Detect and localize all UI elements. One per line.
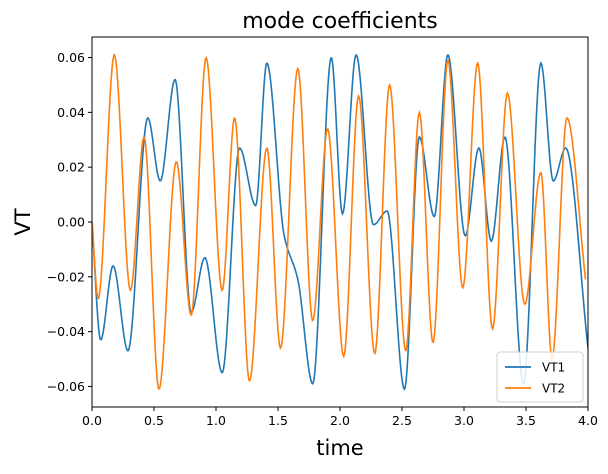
x-tick-label: 1.5	[268, 413, 288, 428]
series-line-vt1	[92, 54, 588, 391]
x-tick-label: 2.0	[330, 413, 350, 428]
legend-box	[496, 351, 584, 403]
x-tick-label: 0.5	[144, 413, 164, 428]
y-tick-label: 0.04	[57, 105, 85, 120]
x-tick-label: 4.0	[578, 413, 598, 428]
x-axis-label: time	[316, 436, 363, 460]
y-tick-label: −0.02	[47, 269, 85, 284]
x-tick-label: 2.5	[392, 413, 412, 428]
y-tick-label: 0.00	[57, 215, 85, 230]
y-tick-label: −0.06	[47, 379, 85, 394]
plot-area: 0.0 0.5 1.0 1.5 2.0 2.5 3.0 3.5 4.0 −0.06 −0.04 −0.…	[47, 36, 598, 428]
y-tick-label: −0.04	[47, 324, 85, 339]
x-tick-label: 1.0	[206, 413, 226, 428]
y-tick-label: 0.06	[57, 50, 85, 65]
legend-label-vt2: VT2	[542, 382, 565, 396]
x-tick-label: 3.0	[454, 413, 474, 428]
y-axis-label: VT	[11, 208, 35, 235]
x-tick-label: 3.5	[516, 413, 536, 428]
legend-label-vt1: VT1	[542, 361, 565, 375]
chart-title: mode coefficients	[242, 9, 438, 34]
series-line-vt2	[92, 53, 587, 390]
x-tick-label: 0.0	[82, 413, 102, 428]
y-tick-label: 0.02	[57, 160, 85, 175]
